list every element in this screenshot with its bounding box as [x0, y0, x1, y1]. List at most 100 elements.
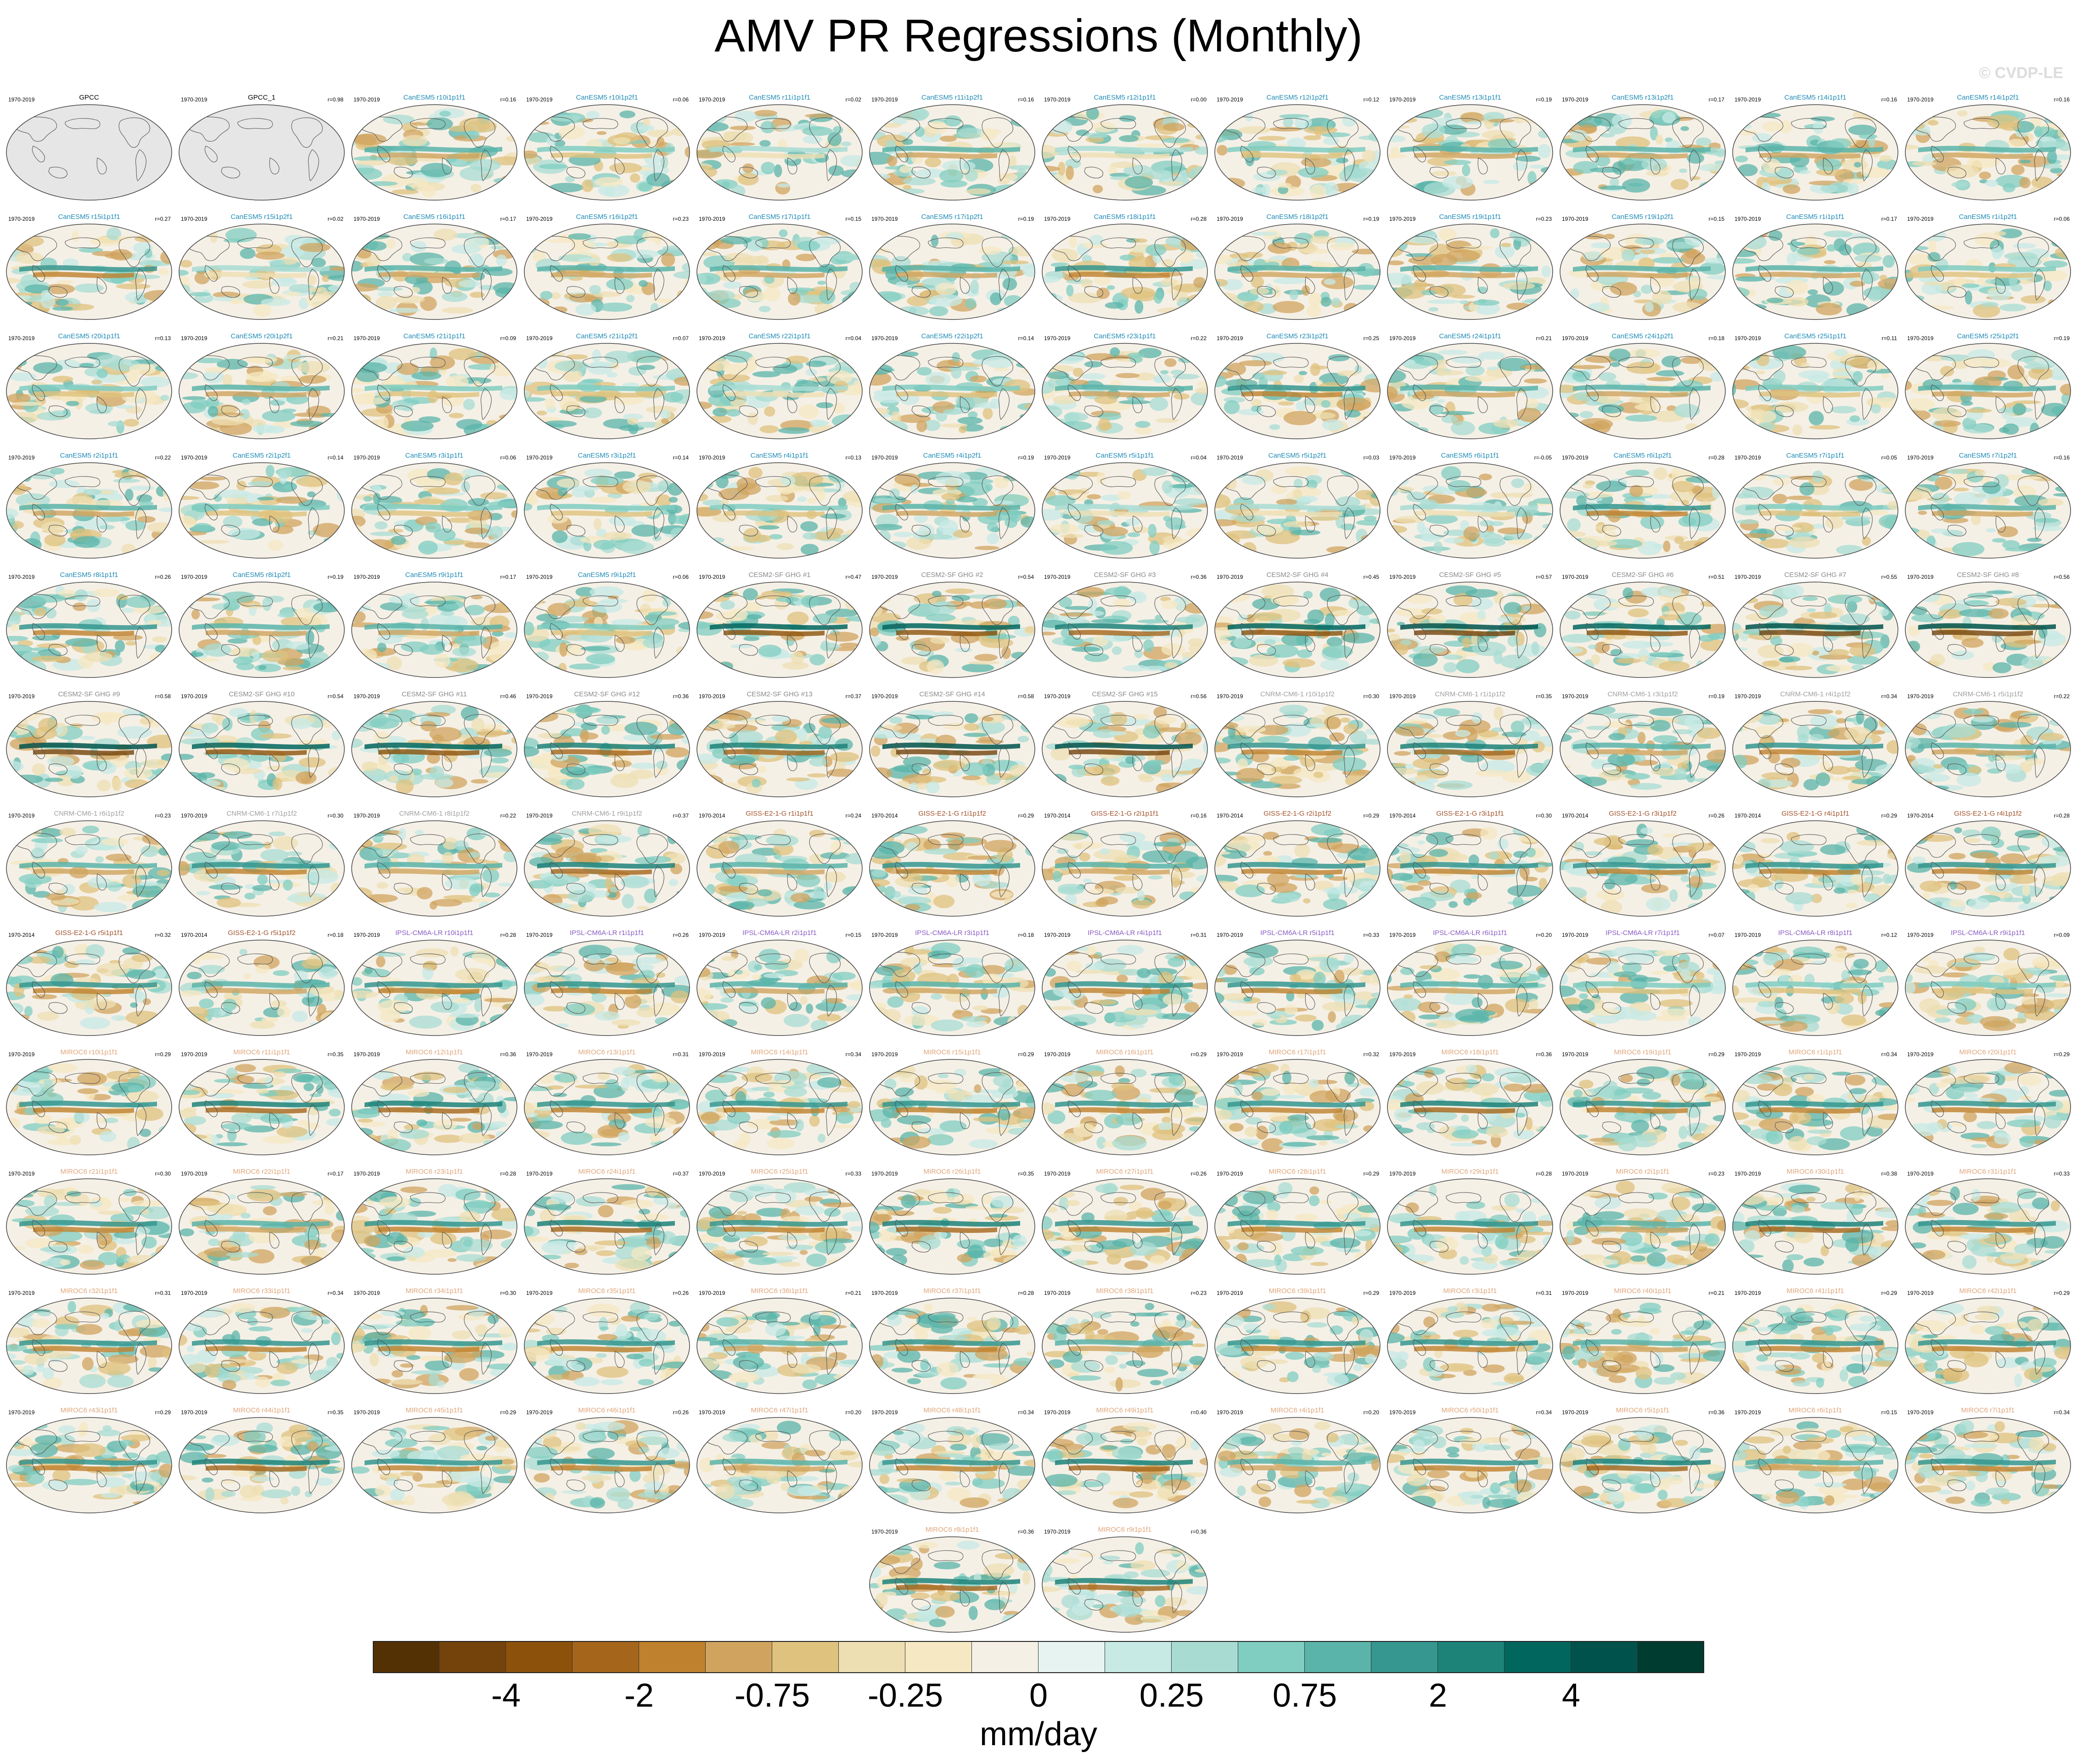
anomaly-patch	[71, 230, 79, 242]
anomaly-patch	[313, 523, 342, 538]
regression-map	[869, 223, 1036, 320]
anomaly-patch	[1164, 358, 1177, 367]
coastline	[653, 149, 664, 181]
anomaly-patch	[1160, 370, 1169, 375]
anomaly-patch	[1443, 655, 1463, 660]
coastline	[2017, 117, 2049, 148]
panel-name: CanESM5 r2i1p1f1	[60, 452, 118, 459]
equatorial-dry-band	[1932, 152, 2033, 159]
anomaly-patch	[827, 527, 844, 536]
anomaly-patch	[152, 636, 168, 643]
map-svg	[1214, 224, 1381, 320]
anomaly-patch	[1063, 412, 1089, 421]
anomaly-patch	[1570, 129, 1588, 141]
panel-correlation: r=0.13	[845, 454, 861, 461]
coastline	[636, 117, 668, 148]
panel-years: 1970-2019	[1562, 96, 1589, 103]
anomaly-patch	[280, 277, 295, 283]
panel-header: 1970-2019 CanESM5 r13i1p2f1 r=0.17	[1556, 92, 1729, 106]
anomaly-patch	[1217, 145, 1228, 156]
anomaly-patch	[1133, 238, 1147, 243]
anomaly-patch	[1426, 299, 1460, 304]
anomaly-patch	[1173, 498, 1206, 506]
anomaly-patch	[1342, 114, 1357, 127]
anomaly-patch	[622, 480, 651, 494]
coastline	[550, 146, 563, 162]
anomaly-patch	[1692, 588, 1705, 593]
anomaly-patch	[805, 360, 826, 367]
anomaly-patch	[1699, 181, 1720, 192]
coastline	[308, 269, 319, 301]
anomaly-patch	[456, 419, 483, 430]
anomaly-patch	[241, 399, 251, 405]
anomaly-patch	[1059, 612, 1093, 617]
anomaly-patch	[179, 418, 192, 428]
anomaly-patch	[528, 184, 548, 189]
anomaly-patch	[1200, 231, 1207, 242]
anomaly-patch	[993, 500, 1014, 505]
map-svg	[1905, 104, 2071, 201]
anomaly-patch	[1663, 540, 1671, 552]
coastline	[1845, 117, 1876, 148]
panel-correlation: r=0.05	[1881, 454, 1897, 461]
regression-map	[1559, 342, 1726, 440]
anomaly-patch	[1695, 137, 1712, 147]
anomaly-patch	[1854, 255, 1882, 262]
coastline	[480, 149, 492, 181]
anomaly-patch	[364, 539, 394, 551]
anomaly-patch	[738, 173, 759, 186]
anomaly-patch	[1446, 250, 1481, 262]
anomaly-patch	[189, 292, 211, 297]
anomaly-patch	[73, 602, 86, 611]
anomaly-patch	[309, 651, 329, 662]
anomaly-patch	[1625, 414, 1657, 422]
anomaly-patch	[723, 281, 742, 289]
anomaly-patch	[1614, 653, 1642, 659]
anomaly-patch	[1528, 541, 1544, 549]
anomaly-patch	[1924, 467, 1949, 476]
anomaly-patch	[244, 605, 265, 609]
coastline	[269, 157, 280, 174]
anomaly-patch	[216, 489, 251, 498]
anomaly-patch	[1490, 492, 1509, 499]
anomaly-patch	[1269, 127, 1302, 132]
anomaly-patch	[1997, 526, 2018, 538]
anomaly-patch	[1829, 138, 1851, 149]
anomaly-patch	[33, 362, 63, 374]
equatorial-dry-band	[378, 152, 479, 159]
panel-header: 1970-2019 CanESM5 r14i1p2f1 r=0.16	[1902, 92, 2074, 106]
anomaly-patch	[145, 469, 163, 476]
panel-header: 1970-2019 CanESM5 r10i1p2f1 r=0.06	[521, 92, 693, 106]
anomaly-patch	[191, 398, 209, 409]
map-svg	[1732, 343, 1898, 439]
anomaly-patch	[1650, 126, 1658, 140]
anomaly-patch	[205, 367, 230, 373]
anomaly-patch	[160, 395, 169, 401]
anomaly-patch	[377, 416, 389, 430]
anomaly-patch	[246, 371, 279, 382]
anomaly-patch	[1084, 653, 1109, 662]
coastline	[1429, 167, 1448, 179]
anomaly-patch	[96, 368, 108, 378]
anomaly-patch	[850, 304, 859, 316]
equatorial-wet-band	[1055, 146, 1193, 153]
anomaly-patch	[57, 280, 74, 285]
anomaly-patch	[978, 246, 1001, 255]
anomaly-patch	[2046, 111, 2071, 116]
regression-map	[351, 223, 518, 320]
anomaly-patch	[1462, 164, 1471, 177]
anomaly-patch	[1286, 137, 1306, 150]
anomaly-patch	[1342, 633, 1375, 644]
anomaly-patch	[135, 274, 161, 280]
anomaly-patch	[474, 254, 483, 268]
anomaly-patch	[1717, 418, 1725, 423]
anomaly-patch	[1560, 236, 1570, 247]
anomaly-patch	[1712, 587, 1725, 599]
panel-name: CanESM5 r20i1p1f1	[58, 332, 120, 340]
anomaly-patch	[1489, 521, 1504, 526]
anomaly-patch	[1308, 292, 1322, 307]
anomaly-patch	[1681, 499, 1690, 506]
anomaly-patch	[1042, 421, 1064, 431]
anomaly-patch	[697, 178, 707, 184]
regression-map	[523, 342, 690, 440]
